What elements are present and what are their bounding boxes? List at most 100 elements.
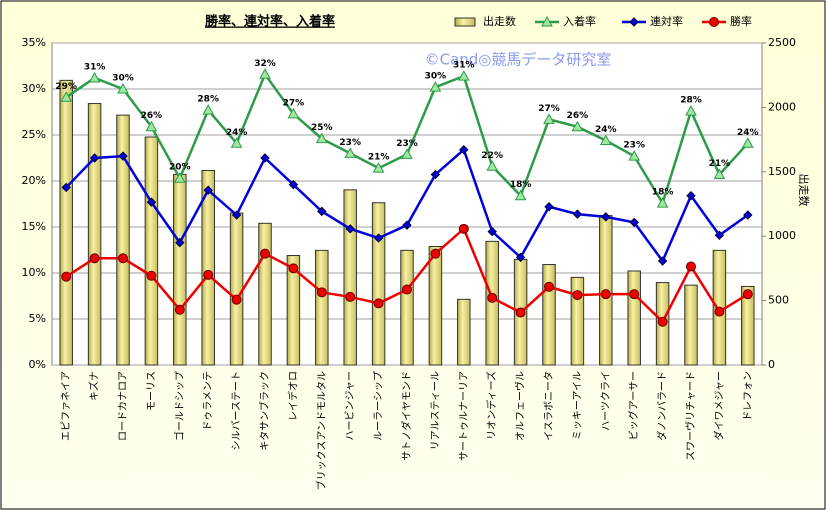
circle-marker [118,253,128,264]
x-tick-label: ドレフォン [743,371,754,421]
triangle-marker [60,91,73,102]
triangle-marker [202,104,215,115]
bar [116,114,130,366]
circle-marker [600,289,611,300]
data-label: 18% [652,188,674,198]
triangle-marker [571,120,584,132]
y2-axis-title: 出走数 [797,174,811,207]
data-label: 24% [595,125,617,135]
diamond-marker [118,151,128,161]
diamond-marker [260,153,270,163]
y-tick-label: 25% [22,128,46,141]
circle-marker [231,294,242,305]
bar [400,249,414,366]
diamond-marker [317,206,327,217]
bar [59,79,73,366]
x-tick-label: ブリックスアンドモルタル [315,371,328,490]
circle-marker [487,292,498,303]
diamond-marker [231,210,242,220]
x-tick-label: キタサンブラック [258,371,271,451]
diamond-marker [288,179,299,190]
circle-marker [146,270,157,281]
bar [570,276,585,366]
x-tick-label: サトノダイヤモンド [400,371,413,461]
y-tick-label: 35% [22,36,46,49]
watermark: ©Cand◎競馬データ研究室 [425,51,612,69]
bar [173,173,187,366]
x-tick-label: リオンディーズ [485,371,498,440]
diamond-marker [487,226,497,237]
circle-marker [686,261,696,272]
legend-label: 連対率 [650,14,683,28]
x-tick-label: リアルスティール [430,371,441,450]
data-label: 18% [510,180,532,190]
chart-title: 勝率、連対率、入着率 [205,14,335,30]
y2-tick-label: 1500 [768,165,796,178]
circle-marker [709,17,719,27]
diamond-marker [544,202,554,212]
triangle-marker [372,162,385,173]
y2-tick-label: 2000 [768,100,796,113]
x-tick-label: ビッグアーサー [627,371,640,440]
circle-marker [288,263,299,274]
diamond-marker [345,224,355,234]
data-label: 32% [254,59,276,69]
circle-marker [657,316,668,327]
circle-marker [742,289,753,300]
y2-tick-label: 1000 [768,229,796,242]
data-label: 20% [169,163,191,173]
triangle-marker [259,68,271,79]
triangle-marker [457,70,470,81]
data-label: 22% [481,151,503,161]
x-tick-label: モーリス [146,371,157,411]
legend-label: 出走数 [483,14,516,28]
x-tick-label: サートゥルナーリア [458,371,470,461]
legend-label: 勝率 [730,14,752,28]
diamond-marker [430,169,441,180]
bar [485,240,499,366]
circle-marker [174,304,185,315]
diamond-marker [714,230,725,240]
triangle-marker [401,148,413,159]
data-label: 30% [112,74,134,84]
bar [144,136,159,366]
diamond-marker [175,237,185,248]
legend-swatch [454,17,476,27]
diamond-marker [743,210,753,220]
data-label: 24% [737,128,759,138]
data-label: 25% [311,123,333,133]
circle-marker [61,271,72,282]
circle-marker [89,253,100,264]
x-tick-label: キズナ [88,371,101,401]
bar [371,202,386,366]
bar [258,222,272,366]
data-label: 23% [339,138,361,148]
data-label: 24% [226,128,248,138]
bar [286,255,301,366]
bar [315,249,329,366]
x-tick-label: シルバーステート [231,371,243,451]
bar [741,285,755,366]
bar [229,212,244,366]
y-tick-label: 20% [22,174,46,187]
y-tick-label: 15% [22,220,46,233]
circle-marker [402,284,412,295]
bar [457,298,471,366]
x-tick-label: ダイワメジャー [712,371,725,441]
data-label: 30% [425,72,447,82]
data-label: 26% [141,111,163,121]
diamond-marker [373,233,384,243]
y2-tick-label: 0 [768,358,775,371]
circle-marker [345,291,356,302]
triangle-marker [344,147,357,158]
data-label: 28% [680,96,702,106]
x-tick-label: ミッキーアイル [572,371,583,440]
diamond-marker [61,182,71,193]
y-tick-label: 30% [22,82,46,95]
x-tick-label: ダノンバラード [656,371,669,441]
x-tick-label: エピファネイア [60,371,72,441]
triangle-marker [88,71,101,83]
diamond-marker [601,212,611,222]
